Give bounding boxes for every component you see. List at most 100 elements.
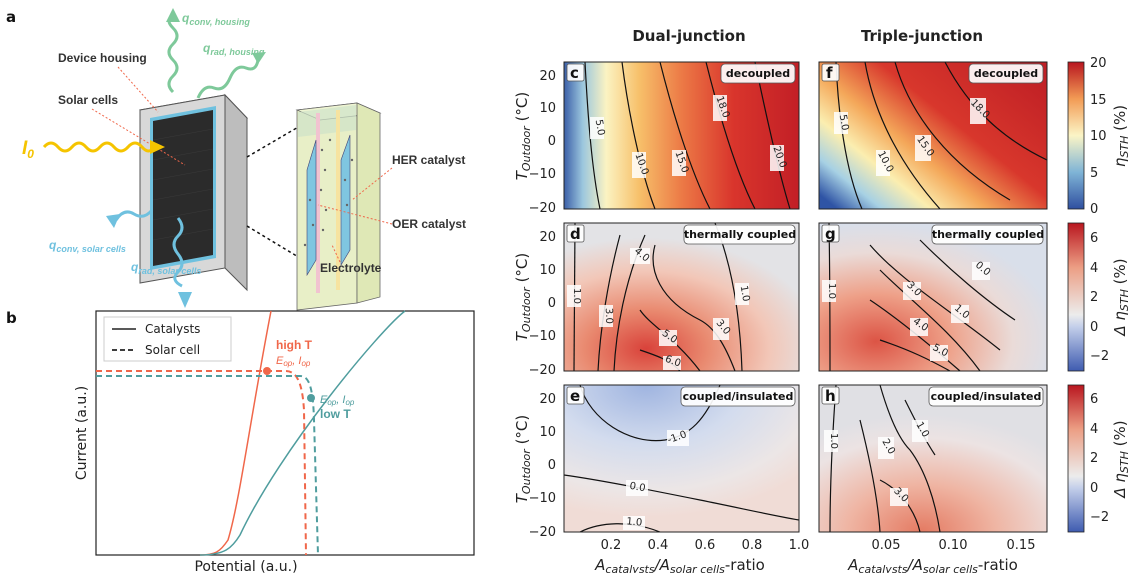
q-conv-solar-sub: conv, solar cells bbox=[56, 244, 126, 254]
panel-g: 1.0 3.0 0.0 1.0 4.0 5.0 g thermally coup… bbox=[818, 222, 1048, 372]
q-conv-solar-label: q bbox=[49, 238, 57, 252]
svg-text:qrad, housing: qrad, housing bbox=[203, 41, 265, 57]
column-title-triple: Triple-junction bbox=[861, 27, 983, 45]
svg-text:−10: −10 bbox=[529, 491, 556, 506]
svg-text:0: 0 bbox=[1090, 202, 1098, 217]
panel-label-c: c bbox=[570, 64, 579, 82]
panel-label-b: b bbox=[6, 309, 17, 327]
iop-high-sub: op bbox=[301, 359, 310, 368]
y-axis-bottom: 20 10 0 −10 −20 bbox=[529, 392, 556, 540]
column-title-dual: Dual-junction bbox=[632, 27, 745, 45]
svg-text:0.2: 0.2 bbox=[601, 538, 622, 553]
y-axis-top: 20 10 0 −10 −20 bbox=[529, 69, 556, 216]
oer-catalyst-label: OER catalyst bbox=[392, 217, 466, 231]
svg-text:20: 20 bbox=[539, 392, 556, 407]
svg-text:0: 0 bbox=[1090, 320, 1098, 335]
contour-labels-h: 1.0 2.0 1.0 3.0 bbox=[824, 420, 931, 506]
svg-text:2: 2 bbox=[1090, 451, 1098, 466]
svg-text:−10: −10 bbox=[529, 167, 556, 182]
svg-text:0.6: 0.6 bbox=[695, 538, 716, 553]
panel-d: 1.0 3.0 4.0 3.0 5.0 6.0 1.0 d thermally … bbox=[563, 222, 800, 372]
legend-solar-cell: Solar cell bbox=[145, 343, 200, 357]
svg-text:0.0: 0.0 bbox=[629, 481, 647, 495]
eop-high: E bbox=[276, 355, 284, 367]
svg-text:10: 10 bbox=[539, 101, 556, 116]
eop-low: E bbox=[320, 394, 328, 406]
contour-labels-c: 5.0 10.0 15.0 18.0 20.0 bbox=[590, 95, 788, 178]
q-rad-solar-arrow bbox=[172, 217, 184, 288]
panel-label-e: e bbox=[570, 387, 580, 405]
q-conv-housing-sub: conv, housing bbox=[189, 17, 250, 27]
panel-b-ylabel: Current (a.u.) bbox=[74, 386, 90, 480]
badge-g: thermally coupled bbox=[932, 228, 1044, 241]
panel-e: -1.0 0.0 1.0 e coupled/insulated bbox=[563, 384, 800, 533]
panel-f: 5.0 10.0 15.0 18.0 f decoupled bbox=[818, 61, 1048, 210]
svg-text:−20: −20 bbox=[529, 525, 556, 540]
y-label-bottom: TOutdoor (°C) bbox=[513, 415, 533, 504]
panel-c: 5.0 10.0 15.0 18.0 20.0 c decoupled bbox=[563, 61, 800, 210]
x-label-right: Acatalysts/Asolar cells-ratio bbox=[847, 556, 1018, 573]
operating-point-high-t bbox=[263, 367, 271, 375]
panel-label-a: a bbox=[6, 8, 16, 26]
svg-text:5.0: 5.0 bbox=[837, 114, 851, 132]
incident-light-arrow bbox=[42, 141, 156, 153]
high-t-label: high T bbox=[276, 338, 313, 352]
incident-label: I bbox=[22, 138, 28, 159]
svg-text:5: 5 bbox=[1090, 166, 1098, 181]
svg-text:0: 0 bbox=[548, 134, 556, 149]
solar-cell-array bbox=[153, 110, 213, 266]
svg-text:20: 20 bbox=[539, 69, 556, 84]
svg-text:3.0: 3.0 bbox=[603, 308, 615, 324]
svg-text:−2: −2 bbox=[1090, 349, 1109, 364]
svg-text:20: 20 bbox=[539, 230, 556, 245]
svg-text:20: 20 bbox=[1090, 56, 1107, 71]
svg-text:0: 0 bbox=[548, 458, 556, 473]
electrolyte-label: Electrolyte bbox=[320, 261, 382, 275]
panel-label-f: f bbox=[826, 64, 833, 82]
x-axis-right: 0.05 0.10 0.15 Acatalysts/Asolar cells-r… bbox=[847, 538, 1035, 573]
svg-text:0.15: 0.15 bbox=[1007, 538, 1036, 553]
q-rad-housing-label: q bbox=[203, 41, 211, 55]
panel-a: a bbox=[6, 8, 466, 311]
svg-text:10: 10 bbox=[1090, 129, 1107, 144]
eop-low-sub: op bbox=[327, 398, 336, 407]
x-axis-left: 0.2 0.4 0.6 0.8 1.0 Acatalysts/Asolar ce… bbox=[594, 538, 809, 573]
colorbar-2: 6 4 2 0 −2 Δ ηSTH (%) bbox=[1067, 222, 1131, 372]
panel-b: b Catalysts Solar cell high T Eop, Iop E… bbox=[6, 309, 475, 573]
svg-text:0.4: 0.4 bbox=[648, 538, 669, 553]
svg-text:I0: I0 bbox=[22, 138, 34, 161]
svg-text:4: 4 bbox=[1090, 261, 1098, 276]
device-housing-illustration bbox=[138, 93, 249, 292]
heatmap-f bbox=[819, 62, 1047, 209]
svg-text:5.0: 5.0 bbox=[593, 119, 607, 137]
low-t-label: low T bbox=[320, 407, 351, 421]
solar-curve-high-t bbox=[96, 370, 307, 556]
svg-text:0: 0 bbox=[548, 296, 556, 311]
q-rad-solar-label: q bbox=[131, 260, 139, 274]
y-label-top: TOutdoor (°C) bbox=[513, 92, 533, 181]
panel-b-xlabel: Potential (a.u.) bbox=[194, 559, 297, 573]
svg-text:1.0: 1.0 bbox=[828, 433, 839, 449]
operating-point-low-t bbox=[307, 394, 315, 402]
q-conv-housing-label: q bbox=[182, 11, 190, 25]
svg-text:−10: −10 bbox=[529, 329, 556, 344]
svg-text:−2: −2 bbox=[1090, 510, 1109, 525]
svg-text:4: 4 bbox=[1090, 422, 1098, 437]
solar-curve-low-t bbox=[96, 375, 319, 556]
svg-text:Eop, Iop: Eop, Iop bbox=[320, 394, 355, 407]
contour-labels-g: 1.0 3.0 0.0 1.0 4.0 5.0 bbox=[822, 260, 992, 361]
her-catalyst-label: HER catalyst bbox=[392, 153, 465, 167]
svg-text:−20: −20 bbox=[529, 201, 556, 216]
contour-labels-d: 1.0 3.0 4.0 3.0 5.0 6.0 1.0 bbox=[567, 246, 751, 370]
y-label-mid: TOutdoor (°C) bbox=[513, 253, 533, 342]
svg-text:qconv, solar cells: qconv, solar cells bbox=[49, 238, 126, 254]
svg-text:0.10: 0.10 bbox=[939, 538, 968, 553]
svg-text:0.8: 0.8 bbox=[742, 538, 763, 553]
electrolyzer-illustration bbox=[295, 102, 382, 311]
svg-text:0.05: 0.05 bbox=[872, 538, 901, 553]
device-housing-label: Device housing bbox=[58, 51, 147, 65]
incident-sub: 0 bbox=[27, 147, 34, 161]
svg-text:−20: −20 bbox=[529, 363, 556, 378]
heatmap-e bbox=[564, 385, 799, 532]
svg-text:2: 2 bbox=[1090, 290, 1098, 305]
